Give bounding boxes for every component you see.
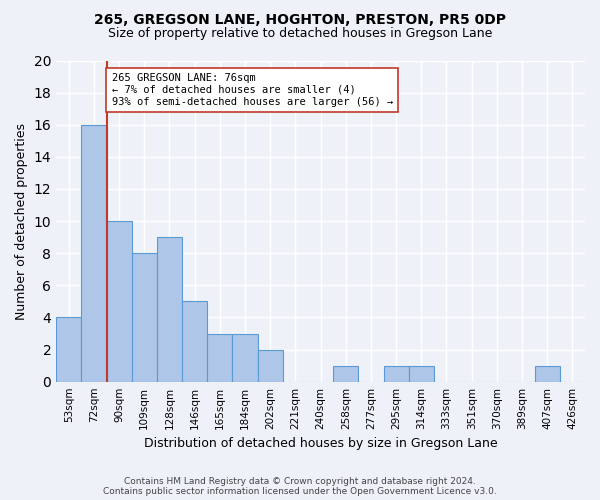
Text: Size of property relative to detached houses in Gregson Lane: Size of property relative to detached ho… bbox=[108, 28, 492, 40]
Y-axis label: Number of detached properties: Number of detached properties bbox=[15, 122, 28, 320]
Bar bbox=[132, 253, 157, 382]
Bar bbox=[182, 302, 207, 382]
Bar bbox=[535, 366, 560, 382]
X-axis label: Distribution of detached houses by size in Gregson Lane: Distribution of detached houses by size … bbox=[144, 437, 497, 450]
Text: Contains HM Land Registry data © Crown copyright and database right 2024.: Contains HM Land Registry data © Crown c… bbox=[124, 477, 476, 486]
Text: 265 GREGSON LANE: 76sqm
← 7% of detached houses are smaller (4)
93% of semi-deta: 265 GREGSON LANE: 76sqm ← 7% of detached… bbox=[112, 74, 393, 106]
Bar bbox=[409, 366, 434, 382]
Text: Contains public sector information licensed under the Open Government Licence v3: Contains public sector information licen… bbox=[103, 487, 497, 496]
Bar bbox=[333, 366, 358, 382]
Bar bbox=[207, 334, 232, 382]
Bar bbox=[257, 350, 283, 382]
Bar bbox=[82, 124, 107, 382]
Bar bbox=[383, 366, 409, 382]
Bar bbox=[107, 221, 132, 382]
Bar bbox=[56, 318, 82, 382]
Bar bbox=[157, 237, 182, 382]
Text: 265, GREGSON LANE, HOGHTON, PRESTON, PR5 0DP: 265, GREGSON LANE, HOGHTON, PRESTON, PR5… bbox=[94, 12, 506, 26]
Bar bbox=[232, 334, 257, 382]
